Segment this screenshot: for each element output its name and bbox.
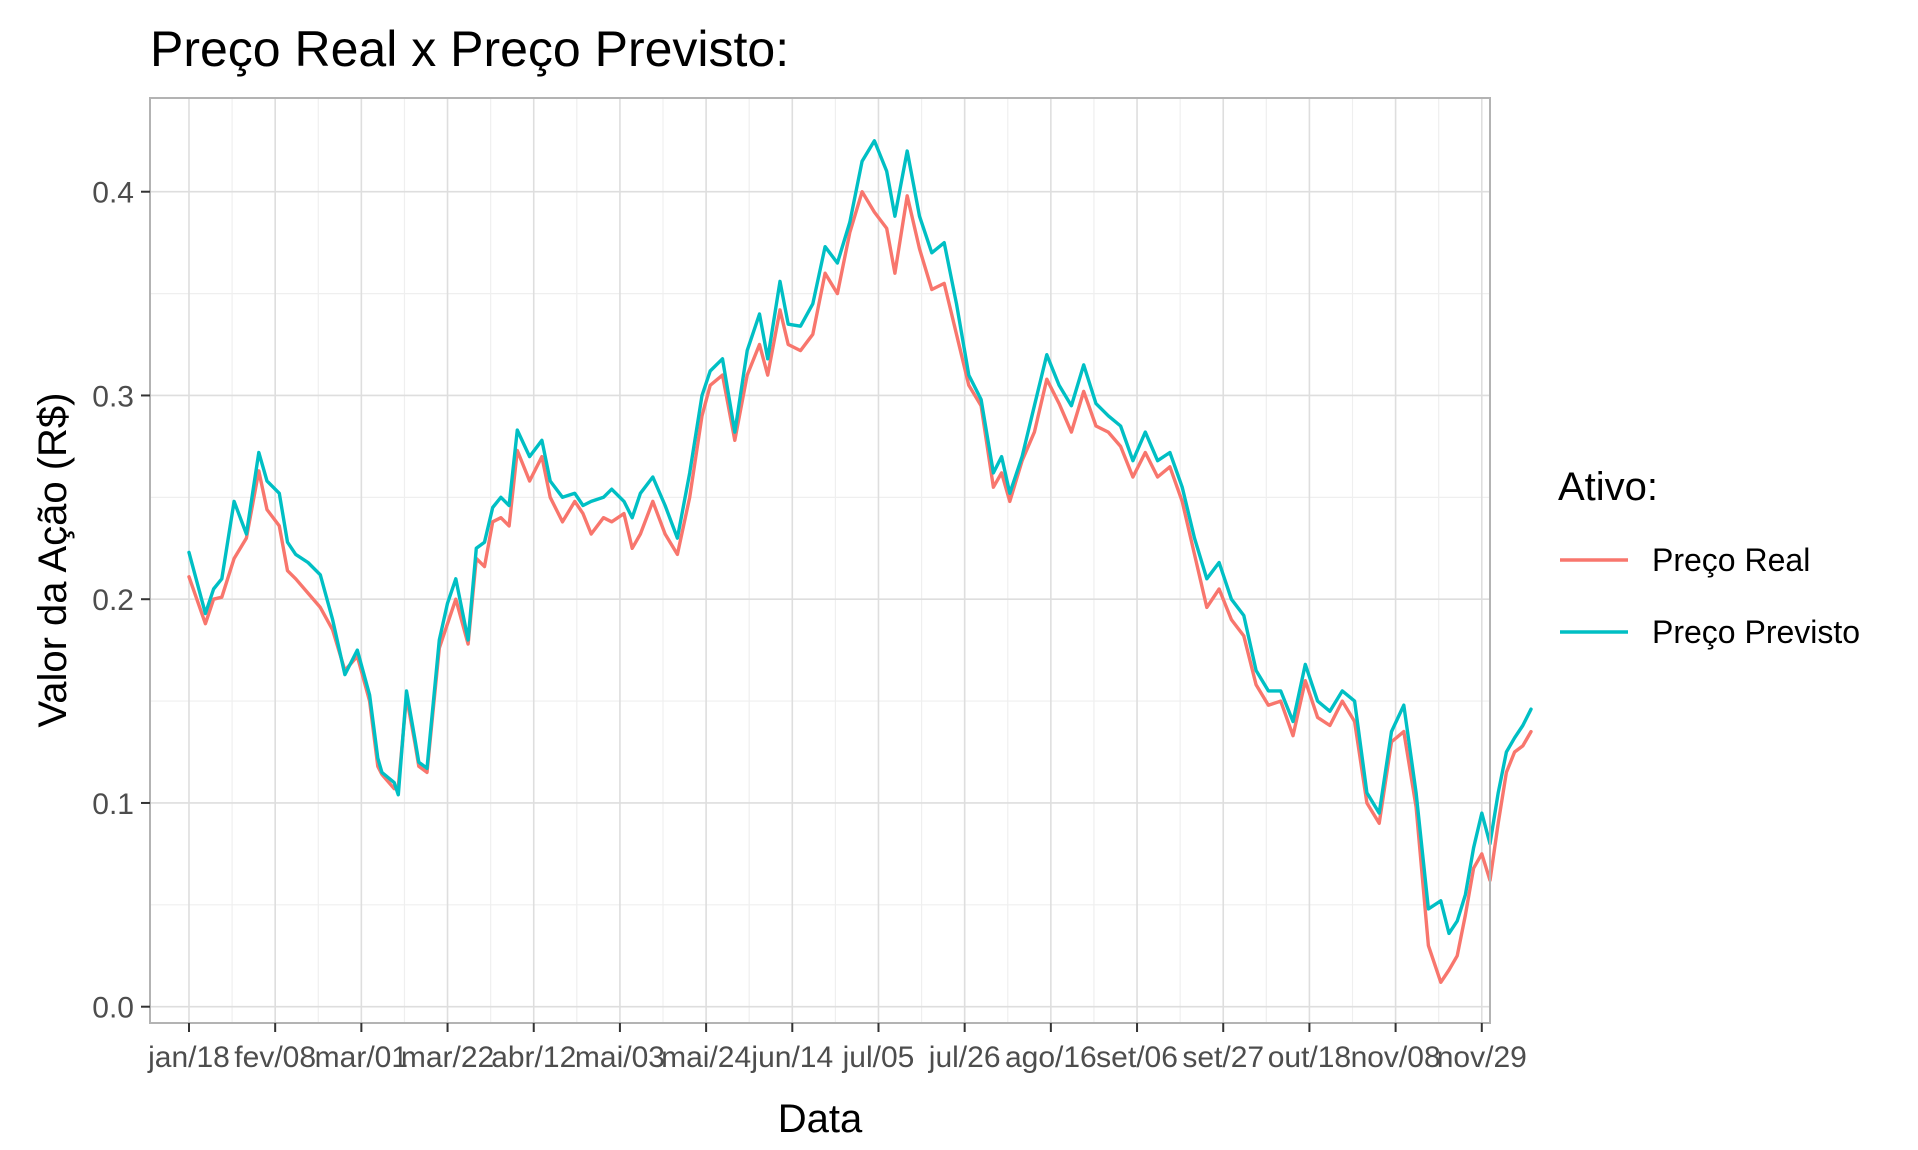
legend-title: Ativo: xyxy=(1558,465,1658,509)
series-line-preco-real xyxy=(187,190,1533,984)
legend-label-preco-real: Preço Real xyxy=(1652,542,1810,578)
x-tick-label: mar/01 xyxy=(315,1041,408,1074)
x-tick-label: jul/05 xyxy=(842,1041,915,1074)
y-tick-label: 0.4 xyxy=(92,177,134,210)
y-axis: 0.0 0.1 0.2 0.3 0.4 xyxy=(92,177,150,1025)
plot-panel-border xyxy=(149,97,1491,1024)
x-tick-label: jan/18 xyxy=(147,1041,230,1074)
x-tick-label: nov/29 xyxy=(1437,1041,1527,1074)
x-axis: jan/18 fev/08mar/01mar/22abr/12mai/03mai/… xyxy=(147,1023,1527,1074)
x-tick-label: mar/22 xyxy=(401,1041,494,1074)
x-tick-label: ago/16 xyxy=(1005,1041,1097,1074)
y-tick-label: 0.3 xyxy=(92,380,134,413)
major-gridlines xyxy=(150,98,1490,1023)
x-tick-label: mai/24 xyxy=(661,1041,751,1074)
x-tick-label: set/06 xyxy=(1096,1041,1178,1074)
x-tick-label: set/27 xyxy=(1182,1041,1264,1074)
chart-title: Preço Real x Preço Previsto: xyxy=(150,21,789,77)
minor-gridlines xyxy=(150,98,1490,1023)
x-tick-label: jun/14 xyxy=(750,1041,833,1074)
x-tick-label: mai/03 xyxy=(575,1041,665,1074)
series-layer xyxy=(187,139,1533,984)
legend: Ativo: Preço Real Preço Previsto xyxy=(1558,465,1860,650)
y-tick-label: 0.2 xyxy=(92,584,134,617)
legend-label-preco-previsto: Preço Previsto xyxy=(1652,614,1860,650)
y-axis-title: Valor da Ação (R$) xyxy=(31,393,75,728)
x-axis-title: Data xyxy=(778,1097,863,1141)
x-tick-label: jul/26 xyxy=(928,1041,1001,1074)
series-line-preco-previsto xyxy=(187,139,1533,936)
x-tick-label: out/18 xyxy=(1268,1041,1351,1074)
x-tick-label: fev/08 xyxy=(234,1041,316,1074)
x-tick-label: abr/12 xyxy=(491,1041,576,1074)
legend-items: Preço Real Preço Previsto xyxy=(1560,542,1860,650)
x-tick-label: nov/08 xyxy=(1351,1041,1441,1074)
y-tick-label: 0.1 xyxy=(92,788,134,821)
y-tick-label: 0.0 xyxy=(92,992,134,1025)
